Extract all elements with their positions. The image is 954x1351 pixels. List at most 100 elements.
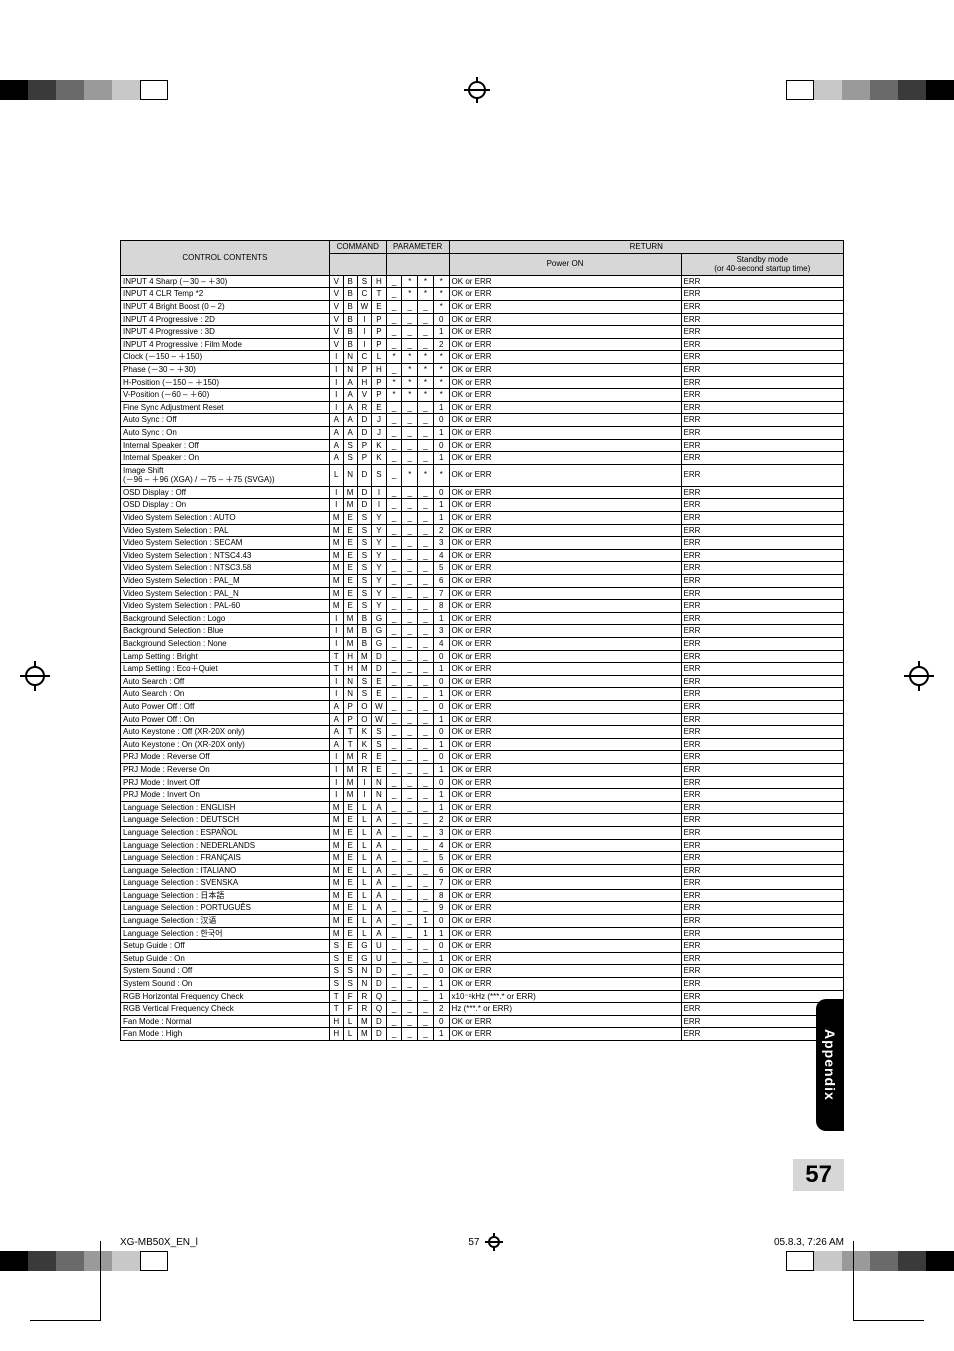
return-power-on: OK or ERR	[449, 940, 681, 953]
parameter-char: _	[418, 575, 434, 588]
return-power-on: OK or ERR	[449, 587, 681, 600]
parameter-char: *	[402, 275, 418, 288]
parameter-char: _	[386, 826, 402, 839]
parameter-char: _	[402, 300, 418, 313]
parameter-char: 2	[433, 524, 449, 537]
command-char: P	[372, 313, 387, 326]
parameter-char: *	[402, 351, 418, 364]
row-label: Video System Selection : PAL-60	[121, 600, 330, 613]
parameter-char: 0	[433, 313, 449, 326]
command-char: P	[343, 700, 357, 713]
header-standby: Standby mode (or 40-second startup time)	[681, 253, 843, 275]
return-standby: ERR	[681, 902, 843, 915]
parameter-char: _	[402, 638, 418, 651]
footer-filename: XG-MB50X_EN_l	[120, 1237, 198, 1248]
parameter-char: _	[386, 902, 402, 915]
command-char: E	[343, 575, 357, 588]
table-row: H-Position (－150 – ＋150)IAHP****OK or ER…	[121, 376, 844, 389]
return-standby: ERR	[681, 852, 843, 865]
parameter-char: *	[418, 288, 434, 301]
row-label: Lamp Setting : Bright	[121, 650, 330, 663]
parameter-char: _	[386, 612, 402, 625]
table-row: OSD Display : OnIMDI___1OK or ERRERR	[121, 499, 844, 512]
parameter-char: _	[418, 326, 434, 339]
command-char: S	[343, 965, 357, 978]
command-char: V	[329, 300, 343, 313]
parameter-char: *	[418, 363, 434, 376]
command-char: E	[343, 562, 357, 575]
return-power-on: OK or ERR	[449, 650, 681, 663]
parameter-char: 3	[433, 625, 449, 638]
parameter-char: 2	[433, 338, 449, 351]
parameter-char: _	[418, 789, 434, 802]
row-label: Video System Selection : SECAM	[121, 537, 330, 550]
parameter-char: _	[418, 763, 434, 776]
row-label: Lamp Setting : Eco＋Quiet	[121, 663, 330, 676]
row-label: Fine Sync Adjustment Reset	[121, 401, 330, 414]
table-row: Language Selection : PORTUGUÊSMELA___9OK…	[121, 902, 844, 915]
command-char: A	[372, 839, 387, 852]
return-standby: ERR	[681, 376, 843, 389]
command-char: A	[372, 826, 387, 839]
parameter-char: _	[402, 902, 418, 915]
command-char: S	[329, 965, 343, 978]
command-char: W	[372, 713, 387, 726]
parameter-char: 1	[433, 952, 449, 965]
row-label: INPUT 4 Progressive : Film Mode	[121, 338, 330, 351]
command-char: K	[372, 439, 387, 452]
row-label: INPUT 4 Sharp (－30 – ＋30)	[121, 275, 330, 288]
parameter-char: _	[386, 326, 402, 339]
command-char: N	[343, 675, 357, 688]
command-char: A	[343, 414, 357, 427]
parameter-char: _	[402, 326, 418, 339]
return-power-on: OK or ERR	[449, 700, 681, 713]
command-char: O	[357, 700, 372, 713]
row-label: PRJ Mode : Invert On	[121, 789, 330, 802]
command-char: M	[329, 915, 343, 928]
parameter-char: _	[386, 414, 402, 427]
parameter-char: 5	[433, 562, 449, 575]
command-char: S	[372, 726, 387, 739]
parameter-char: 1	[433, 801, 449, 814]
command-char: P	[372, 376, 387, 389]
command-char: H	[329, 1028, 343, 1041]
command-char: M	[329, 801, 343, 814]
parameter-char: _	[386, 638, 402, 651]
return-power-on: OK or ERR	[449, 376, 681, 389]
parameter-char: _	[402, 864, 418, 877]
parameter-char: 7	[433, 877, 449, 890]
table-row: INPUT 4 CLR Temp *2VBCT_***OK or ERRERR	[121, 288, 844, 301]
return-power-on: OK or ERR	[449, 1028, 681, 1041]
return-power-on: OK or ERR	[449, 814, 681, 827]
command-char: Y	[372, 537, 387, 550]
row-label: Video System Selection : PAL_M	[121, 575, 330, 588]
command-char: I	[357, 789, 372, 802]
command-char: Q	[372, 1003, 387, 1016]
return-standby: ERR	[681, 464, 843, 486]
row-label: Background Selection : Logo	[121, 612, 330, 625]
command-char: M	[343, 789, 357, 802]
parameter-char: _	[402, 738, 418, 751]
command-char: H	[372, 275, 387, 288]
command-char: S	[357, 587, 372, 600]
parameter-char: _	[386, 675, 402, 688]
parameter-char: _	[402, 537, 418, 550]
parameter-char: _	[418, 952, 434, 965]
command-char: D	[357, 414, 372, 427]
parameter-char: _	[418, 300, 434, 313]
row-label: Phase (－30 – ＋30)	[121, 363, 330, 376]
parameter-char: *	[402, 464, 418, 486]
return-standby: ERR	[681, 738, 843, 751]
command-char: Y	[372, 600, 387, 613]
header-parameter: PARAMETER	[386, 241, 449, 254]
parameter-char: *	[386, 389, 402, 402]
parameter-char: _	[402, 414, 418, 427]
command-char: P	[343, 713, 357, 726]
command-char: G	[357, 940, 372, 953]
parameter-char: *	[433, 464, 449, 486]
parameter-char: _	[386, 713, 402, 726]
parameter-char: _	[418, 439, 434, 452]
command-char: G	[357, 952, 372, 965]
row-label: Language Selection : ENGLISH	[121, 801, 330, 814]
command-char: P	[357, 363, 372, 376]
